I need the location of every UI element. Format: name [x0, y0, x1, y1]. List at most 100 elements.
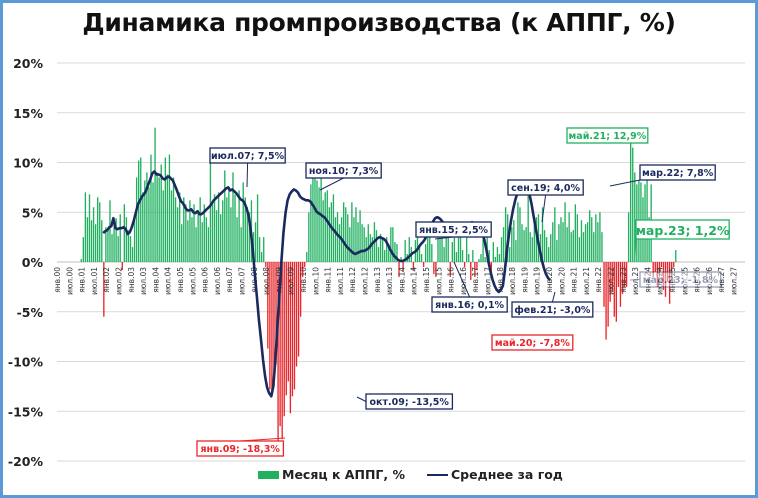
x-tick-label: июл.26 [705, 267, 714, 295]
month-bar [375, 230, 378, 262]
x-tick-label: июл.01 [90, 267, 99, 295]
annotation-callout: сен.19; 4,0% [507, 179, 584, 223]
month-bar [472, 250, 474, 262]
month-bar [176, 207, 179, 262]
annotation-callout: окт.09; -13,5% [356, 393, 454, 410]
month-bar [673, 262, 675, 267]
x-tick-label: июл.19 [533, 267, 542, 295]
y-tick-label: -5% [17, 305, 44, 320]
x-tick-label: июл.09 [287, 267, 296, 295]
month-bar [285, 262, 287, 396]
month-bar [109, 200, 111, 262]
month-bar [502, 227, 505, 262]
x-tick-label: янв.12 [348, 267, 357, 293]
month-bar [258, 237, 261, 262]
x-tick-label: янв.19 [520, 267, 529, 293]
chart-title: Динамика промпроизводства (к АППГ, %) [82, 8, 676, 37]
month-bar [525, 227, 527, 262]
month-bar [619, 262, 622, 307]
annotation-callout: янв.09; -18,3% [196, 437, 286, 457]
month-bar [302, 262, 304, 277]
annotation-callout: мар.23; -1,8% [629, 271, 722, 288]
month-bar [189, 200, 191, 262]
month-bar [326, 190, 328, 262]
month-bar [396, 244, 398, 262]
month-bar [564, 202, 566, 262]
x-tick-label: янв.11 [324, 267, 333, 293]
month-bar [199, 197, 201, 262]
month-bar [230, 207, 232, 262]
month-bar [179, 192, 181, 262]
annotation-label: май.20; -7,8% [495, 338, 571, 349]
x-tick-label: янв.06 [201, 267, 210, 293]
x-tick-label: янв.05 [176, 267, 185, 293]
x-tick-label: июл.24 [656, 267, 665, 295]
month-bar [658, 262, 661, 277]
month-bar [558, 224, 560, 262]
month-bar [318, 187, 320, 262]
month-bar [486, 227, 488, 262]
month-bar [338, 224, 341, 262]
legend-item-line[interactable]: Среднее за год [427, 467, 563, 482]
x-tick-label: янв.15 [422, 267, 431, 293]
month-bar [560, 217, 562, 262]
month-bar [521, 224, 523, 262]
month-bar [277, 262, 279, 445]
month-bar [466, 237, 468, 262]
month-bar [263, 237, 265, 262]
month-bar [572, 230, 574, 262]
month-bar [603, 262, 605, 307]
month-bar [170, 190, 173, 262]
month-bar [267, 262, 269, 349]
annotation-callout: май.20; -7,8% [491, 334, 574, 351]
month-bar [119, 214, 121, 262]
month-bar [627, 212, 630, 262]
x-tick-label: июл.15 [434, 267, 443, 295]
month-bar [314, 177, 316, 262]
month-bar [281, 262, 283, 440]
annotation-label: июл.07; 7,5% [211, 151, 285, 162]
month-bar [552, 222, 554, 262]
month-bar [404, 240, 406, 262]
month-bar [146, 172, 148, 262]
y-tick-label: -15% [8, 404, 44, 419]
month-bar [261, 252, 263, 262]
month-bar [578, 237, 581, 262]
month-bar [195, 227, 197, 262]
month-bar [295, 262, 298, 367]
month-bar [515, 240, 517, 262]
month-bar [80, 259, 82, 262]
x-tick-label: июл.00 [65, 267, 74, 295]
month-bar [269, 262, 271, 390]
month-bar [287, 262, 289, 382]
legend-item-bars[interactable]: Месяц к АППГ, % [258, 467, 405, 482]
month-bar [271, 262, 273, 391]
month-bar [582, 232, 585, 262]
month-bar [545, 237, 548, 262]
month-bar [441, 234, 443, 262]
month-bar [353, 217, 355, 262]
month-bar [248, 212, 251, 262]
month-bar [457, 232, 460, 262]
month-bar [82, 237, 84, 262]
month-bar [386, 237, 388, 262]
month-bar [371, 237, 374, 262]
month-bar [554, 207, 556, 262]
month-bar [652, 262, 654, 277]
month-bar [158, 177, 160, 262]
annotation-callout: янв.15; 2,5% [415, 221, 492, 240]
x-tick-label: июл.14 [410, 267, 419, 295]
x-tick-label: июл.06 [213, 267, 222, 295]
month-bar [238, 190, 240, 262]
month-bar [357, 222, 359, 262]
annotation-label: янв.16; 0,1% [435, 300, 504, 311]
month-bar [488, 250, 490, 262]
x-tick-label: июл.02 [115, 267, 124, 295]
month-bar [205, 217, 207, 262]
month-bar [398, 262, 400, 277]
month-bar [232, 172, 234, 262]
month-bar [324, 192, 326, 262]
month-bar [94, 224, 97, 262]
month-bar [654, 262, 656, 272]
month-bar [105, 227, 107, 262]
